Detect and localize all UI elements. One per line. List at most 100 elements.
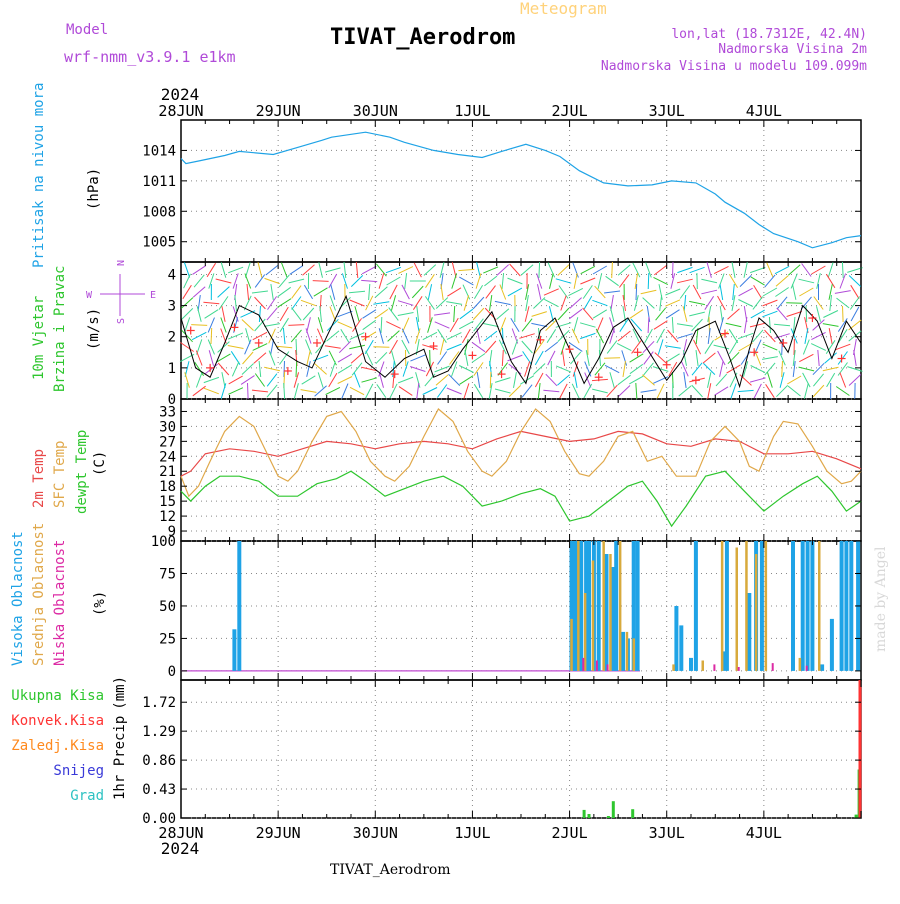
- wind-arrow: [356, 262, 358, 278]
- wind-arrow: [679, 386, 691, 396]
- wind-arrow: [835, 291, 851, 294]
- wind-arrow: [630, 310, 643, 319]
- cloud-bar: [570, 619, 573, 671]
- wind-arrow: [198, 295, 200, 311]
- cloud-bar: [679, 625, 683, 671]
- wind-arrow: [720, 306, 722, 322]
- wind-arrow: [484, 276, 497, 286]
- cloud-bar: [738, 667, 740, 671]
- wind-arrow: [252, 390, 268, 392]
- wind-arrow: [267, 385, 277, 397]
- pressure-axis-title: Pritisak na nivou mora: [31, 83, 47, 268]
- wind-arrow: [618, 386, 630, 397]
- wind-arrow: [543, 390, 559, 391]
- wind-arrow: [302, 376, 316, 384]
- wind-arrow: [500, 285, 506, 300]
- y-tick-label: 0.43: [142, 782, 176, 798]
- wind-arrow: [331, 284, 335, 299]
- y-tick-label: 1.29: [142, 724, 176, 740]
- wind-arrow: [682, 362, 689, 377]
- wind-arrow: [254, 353, 266, 364]
- wind-arrow: [353, 318, 362, 331]
- wind-arrow: [557, 375, 569, 385]
- wind-arrow: [338, 322, 353, 328]
- panel-frame-4: [181, 680, 861, 818]
- pressure-line: [181, 132, 861, 248]
- wind-arrow: [636, 383, 637, 399]
- wind-arrow: [729, 340, 737, 354]
- wind-arrow: [278, 287, 291, 296]
- wind-arrow: [556, 279, 571, 283]
- wind-arrow: [362, 266, 376, 274]
- wind-arrow: [823, 311, 838, 318]
- wind-arrow: [259, 306, 260, 322]
- wind-axis-subtitle: Brzina i Pravac: [52, 266, 68, 392]
- wind-arrow: [264, 367, 280, 370]
- wind-arrow: [654, 321, 668, 330]
- wind-arrow: [665, 346, 681, 348]
- wind-arrow: [398, 313, 414, 316]
- wind-arrow: [326, 387, 340, 394]
- wind-arrow: [525, 361, 530, 376]
- wind-arrow: [228, 346, 244, 349]
- wind-arrow: [460, 376, 474, 385]
- wind-arrow: [458, 269, 474, 270]
- wind-arrow: [719, 317, 723, 332]
- wind-arrow: [775, 288, 788, 297]
- wind-arrow: [762, 311, 777, 317]
- wind-arrow: [558, 265, 570, 276]
- wind-arrow: [288, 325, 304, 326]
- wind-arrow: [569, 343, 582, 352]
- wind-arrow: [818, 350, 819, 366]
- y-tick-label: 75: [159, 566, 176, 582]
- wind-arrow: [753, 297, 763, 310]
- cloud-high-axis-title: Visoka Oblacnost: [10, 531, 26, 666]
- cloud-bar: [713, 664, 715, 671]
- wind-arrow: [355, 306, 359, 321]
- wind-arrow: [271, 339, 274, 355]
- day-label-bottom: 29JUN: [256, 824, 301, 842]
- wind-arrow: [283, 328, 285, 344]
- wind-arrow: [398, 301, 413, 306]
- day-label-top: 3JUL: [649, 102, 685, 120]
- precip-bar: [583, 810, 586, 818]
- wind-arrow: [325, 346, 341, 349]
- y-tick-label: 100: [151, 534, 176, 550]
- wind-arrow: [593, 266, 607, 274]
- wind-arrow: [644, 352, 654, 365]
- day-label-bottom: 3JUL: [649, 824, 685, 842]
- wind-arrow: [732, 262, 735, 278]
- wind-arrow: [449, 374, 460, 385]
- wind-arrow: [351, 353, 363, 364]
- wind-arrow: [417, 383, 419, 399]
- wind-arrow: [435, 322, 450, 328]
- wind-arrow: [390, 384, 397, 398]
- wind-arrow: [351, 275, 363, 286]
- wind-arrow: [574, 317, 578, 332]
- precip-axis-title: 1hr Precip(mm): [112, 676, 128, 800]
- wind-arrow: [440, 262, 444, 278]
- wind-arrow: [258, 262, 262, 278]
- wind-arrow: [677, 324, 693, 326]
- wind-arrow: [292, 308, 302, 321]
- wind-arrow: [636, 284, 637, 300]
- wind-arrow: [398, 377, 413, 383]
- wind-arrow: [569, 309, 582, 319]
- wind-arrow: [738, 300, 752, 307]
- wind-arrow: [191, 325, 207, 326]
- cloud-bar: [791, 541, 795, 671]
- wind-arrow: [684, 372, 686, 388]
- wind-arrow: [806, 306, 807, 322]
- wind-arrow: [338, 354, 352, 362]
- wind-arrow: [572, 329, 579, 343]
- y-tick-label: 4: [168, 267, 176, 283]
- wind-arrow: [242, 364, 254, 375]
- wind-arrow: [490, 295, 492, 311]
- wind-arrow: [654, 277, 668, 284]
- footer-station: TIVAT_Aerodrom: [330, 862, 451, 878]
- wind-arrow: [630, 354, 644, 362]
- wind-arrow: [495, 378, 510, 383]
- wind-arrow: [352, 363, 362, 376]
- wind-arrow: [388, 331, 400, 342]
- cloud-bar: [674, 606, 678, 671]
